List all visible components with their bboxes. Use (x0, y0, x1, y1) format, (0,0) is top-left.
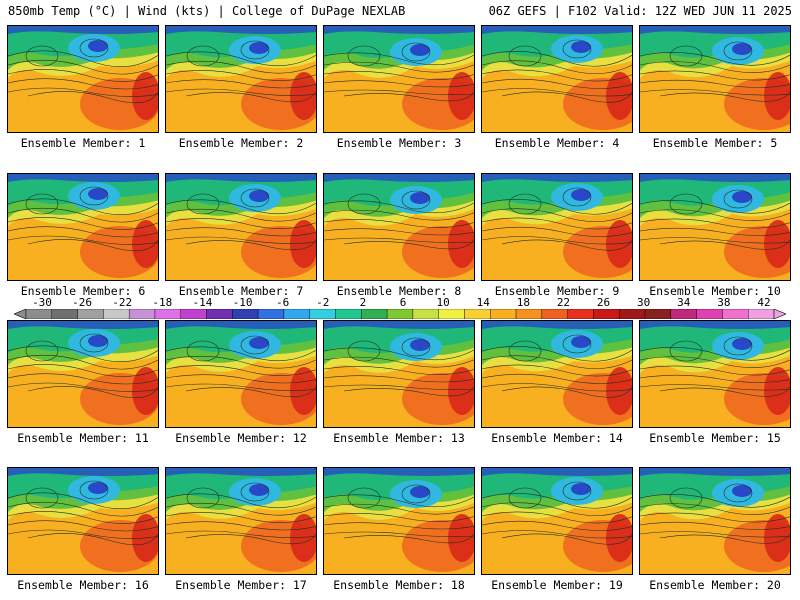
colorbar-swatch (25, 309, 52, 319)
ensemble-member-label: Ensemble Member: 8 (336, 284, 462, 298)
colorbar-swatch (77, 309, 104, 319)
colorbar-swatch (464, 309, 491, 319)
colorbar-tick-label: 38 (717, 296, 731, 309)
colorbar-swatch (490, 309, 517, 319)
ensemble-member-label: Ensemble Member: 6 (20, 284, 146, 298)
colorbar-swatch (670, 309, 697, 319)
ensemble-member-label: Ensemble Member: 15 (649, 431, 781, 445)
colorbar-tick-label: -30 (32, 296, 52, 309)
ensemble-member-label: Ensemble Member: 12 (175, 431, 307, 445)
ensemble-member-label: Ensemble Member: 4 (494, 136, 620, 150)
colorbar-tick-label: -10 (232, 296, 253, 309)
ensemble-map-6 (7, 173, 159, 281)
colorbar-tick-label: -18 (152, 296, 173, 309)
ensemble-map-1 (7, 25, 159, 133)
ensemble-map-14 (481, 320, 633, 428)
colorbar-tick-label: 34 (677, 296, 691, 309)
ensemble-map-16 (7, 467, 159, 575)
colorbar-swatch (154, 309, 181, 319)
ensemble-map-15 (639, 320, 791, 428)
ensemble-member-label: Ensemble Member: 7 (178, 284, 304, 298)
colorbar-swatch (206, 309, 233, 319)
colorbar-swatch (180, 309, 207, 319)
ensemble-member-label: Ensemble Member: 16 (17, 578, 149, 592)
colorbar-swatch (283, 309, 310, 319)
ensemble-member-label: Ensemble Member: 17 (175, 578, 307, 592)
header-title: 850mb Temp (°C) | Wind (kts) | College o… (8, 4, 406, 18)
colorbar-tick-label: 14 (476, 296, 490, 309)
colorbar-swatch (103, 309, 130, 319)
colorbar-swatch (722, 309, 749, 319)
ensemble-map-9 (481, 173, 633, 281)
colorbar-swatch (412, 309, 439, 319)
colorbar-tick-label: 26 (596, 296, 611, 309)
colorbar-arrow-left (14, 309, 27, 319)
colorbar-tick-label: 10 (436, 296, 450, 309)
ensemble-member-label: Ensemble Member: 9 (494, 284, 620, 298)
ensemble-map-18 (323, 467, 475, 575)
ensemble-map-3 (323, 25, 475, 133)
colorbar-tick-label: 42 (757, 296, 771, 309)
colorbar-swatch (593, 309, 620, 319)
ensemble-member-label: Ensemble Member: 20 (649, 578, 781, 592)
colorbar-swatch (335, 309, 362, 319)
ensemble-map-2 (165, 25, 317, 133)
ensemble-member-label: Ensemble Member: 14 (491, 431, 623, 445)
colorbar-swatch (257, 309, 285, 319)
ensemble-map-17 (165, 467, 317, 575)
colorbar-tick-label: -14 (192, 296, 213, 309)
colorbar-tick-label: 6 (399, 296, 407, 309)
ensemble-member-label: Ensemble Member: 11 (17, 431, 149, 445)
colorbar-swatch (128, 309, 156, 319)
colorbar-tick-label: 22 (556, 296, 571, 309)
ensemble-map-10 (639, 173, 791, 281)
header-valid-time: 06Z GEFS | F102 Valid: 12Z WED JUN 11 20… (488, 4, 792, 18)
colorbar-tick-label: -22 (112, 296, 133, 309)
ensemble-map-20 (639, 467, 791, 575)
ensemble-member-label: Ensemble Member: 3 (336, 136, 462, 150)
colorbar-arrow-right (773, 309, 786, 319)
ensemble-member-label: Ensemble Member: 13 (333, 431, 465, 445)
colorbar-swatch (51, 309, 78, 319)
ensemble-map-11 (7, 320, 159, 428)
temperature-colorbar (14, 309, 786, 319)
colorbar-swatch (361, 309, 388, 319)
ensemble-member-label: Ensemble Member: 5 (652, 136, 778, 150)
colorbar-swatch (232, 309, 259, 319)
colorbar-swatch (438, 309, 465, 319)
ensemble-map-4 (481, 25, 633, 133)
colorbar-tick-label: 30 (637, 296, 651, 309)
ensemble-map-13 (323, 320, 475, 428)
ensemble-map-7 (165, 173, 317, 281)
ensemble-member-label: Ensemble Member: 2 (178, 136, 304, 150)
colorbar-tick-label: -6 (276, 296, 290, 309)
colorbar-swatch (309, 309, 336, 319)
colorbar-swatch (619, 309, 646, 319)
ensemble-member-label: Ensemble Member: 1 (20, 136, 146, 150)
colorbar-tick-label: -2 (316, 296, 330, 309)
colorbar-tick-label: -26 (72, 296, 93, 309)
colorbar-swatch (386, 309, 414, 319)
colorbar-swatch (567, 309, 594, 319)
ensemble-member-label: Ensemble Member: 10 (649, 284, 781, 298)
colorbar-swatch (696, 309, 723, 319)
ensemble-map-5 (639, 25, 791, 133)
ensemble-member-label: Ensemble Member: 19 (491, 578, 623, 592)
ensemble-map-19 (481, 467, 633, 575)
colorbar-swatch (644, 309, 672, 319)
colorbar-tick-label: 2 (359, 296, 367, 309)
ensemble-map-12 (165, 320, 317, 428)
ensemble-map-8 (323, 173, 475, 281)
colorbar-swatch (541, 309, 568, 319)
colorbar-swatch (748, 309, 775, 319)
colorbar-tick-label: 18 (516, 296, 530, 309)
ensemble-member-label: Ensemble Member: 18 (333, 578, 465, 592)
colorbar-swatch (515, 309, 543, 319)
